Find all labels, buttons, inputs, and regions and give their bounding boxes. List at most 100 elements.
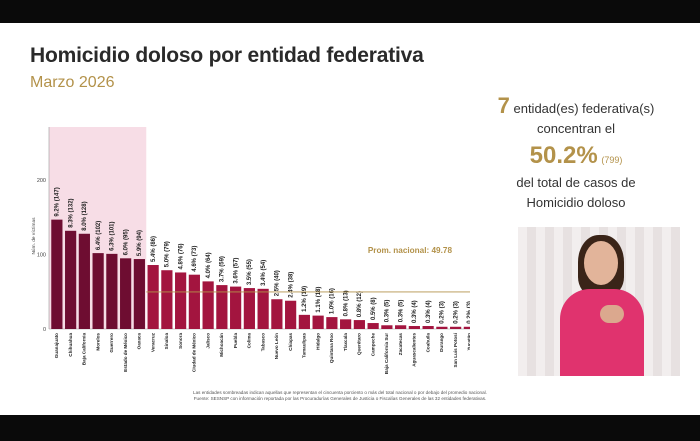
bar [422,326,434,329]
bar [257,288,269,329]
y-axis-label: Núm. de víctimas [31,217,37,255]
bar [188,274,200,329]
category-label: San Luis Potosí [453,332,458,367]
bar-value-label: 2.4% (38) [288,272,294,298]
bar [271,299,283,329]
bar-value-label: 6.0% (95) [123,229,129,255]
category-label: Querétaro [357,333,362,355]
category-label: Estado de México [123,333,128,372]
interpreter-hand [600,305,624,323]
summary-crime-text: Homicidio doloso [526,195,626,210]
bar-value-label: 0.3% (5) [398,300,404,323]
bar-value-label: 5.0% (79) [165,241,171,267]
bar-value-label: 0.3% (4) [426,300,432,323]
category-label: Guerrero [109,333,114,353]
average-label: Prom. nacional: 49.78 [368,246,453,255]
bar [92,253,104,329]
chart-subtitle: Marzo 2026 [30,74,115,91]
bar [51,219,63,329]
bar [147,265,159,329]
category-label: Puebla [233,333,238,349]
bar-value-label: 8.0% (128) [82,201,88,230]
category-label: Sinaloa [164,333,169,350]
summary-percent: 50.2% [529,142,598,169]
footnote-line-1: Las entidades sombreadas indican aquella… [193,390,487,395]
bar-value-label: 3.6% (57) [233,258,239,284]
letterbox-top [0,0,700,23]
bar-value-label: 4.0% (64) [206,252,212,278]
bar-value-label: 0.8% (13) [343,290,349,316]
bar-value-label: 1.0% (16) [330,288,336,314]
category-label: Veracruz [150,332,155,352]
category-label: Campeche [370,333,375,357]
bar [161,270,173,329]
category-label: Morelos [95,333,100,351]
category-label: Hidalgo [315,333,320,350]
bar-value-label: 1.1% (18) [316,287,322,313]
category-label: Tamaulipas [302,333,307,358]
category-label: Michoacán [219,333,224,357]
interpreter-head [584,241,618,285]
category-label: Baja California [82,333,87,366]
bar-value-label: 4.6% (73) [192,246,198,272]
bar [463,326,470,329]
summary-count: 7 [497,93,510,118]
category-label: Chiapas [288,333,293,351]
footnote-line-2: Fuente: SESNSP con información reportada… [193,396,487,401]
summary-cases: (799) [601,155,623,165]
bar [120,258,132,329]
bar-value-label: 0.5% (8) [371,297,377,320]
bar-value-label: 9.2% (147) [55,187,61,216]
bar-value-label: 0.2% (3) [440,301,446,324]
bar [312,315,324,329]
bar-value-label: 0.2% (3) [467,301,470,324]
category-label: Colima [247,333,252,349]
bar [326,317,338,329]
y-tick-label: 200 [37,178,46,184]
slide: Homicidio doloso por entidad federativa … [0,23,700,415]
chart-title: Homicidio doloso por entidad federativa [30,44,424,67]
bar-value-label: 3.7% (59) [220,256,226,282]
bar [78,233,90,329]
category-label: Jalisco [205,333,210,349]
bar [436,326,448,329]
bar-value-label: 5.4% (86) [151,236,157,262]
bar [395,325,407,329]
bar-value-label: 6.4% (102) [96,221,102,250]
category-label: Coahuila [425,333,430,353]
category-label: Durango [439,333,444,352]
bar [381,325,393,329]
bar [230,286,242,329]
bar [450,326,462,329]
category-label: Yucatán [467,333,470,351]
category-label: Baja California Sur [384,333,389,374]
bar-value-label: 0.3% (5) [385,300,391,323]
summary-entities-text: entidad(es) federativa(s) [513,101,655,116]
bar [353,320,365,329]
footnote: Las entidades sombreadas indican aquella… [130,390,550,402]
bar-value-label: 1.2% (19) [302,286,308,312]
letterbox-bottom [0,415,700,441]
bar [202,281,214,329]
bar [367,323,379,329]
summary-line-entities: 7 entidad(es) federativa(s) [470,93,682,119]
bar-value-label: 3.4% (54) [261,260,267,286]
bar [175,272,187,329]
bar [106,253,118,329]
bar-value-label: 8.3% (132) [68,198,74,227]
category-label: Ciudad de México [192,333,197,372]
category-label: Tlaxcala [343,333,348,352]
bar-value-label: 3.5% (55) [247,259,253,285]
bar [298,314,310,329]
summary-concentrate-text: concentran el [536,121,616,136]
bar-value-label: 5.9% (94) [137,230,143,256]
bar [216,285,228,329]
bar-value-label: 0.2% (3) [453,301,459,324]
bar-value-label: 6.3% (101) [110,221,116,250]
bar-value-label: 0.3% (4) [412,300,418,323]
y-tick-label: 100 [37,253,46,259]
category-label: Nuevo León [274,333,279,359]
bar [65,230,77,329]
category-label: Oaxaca [137,333,142,350]
bar [285,300,297,329]
